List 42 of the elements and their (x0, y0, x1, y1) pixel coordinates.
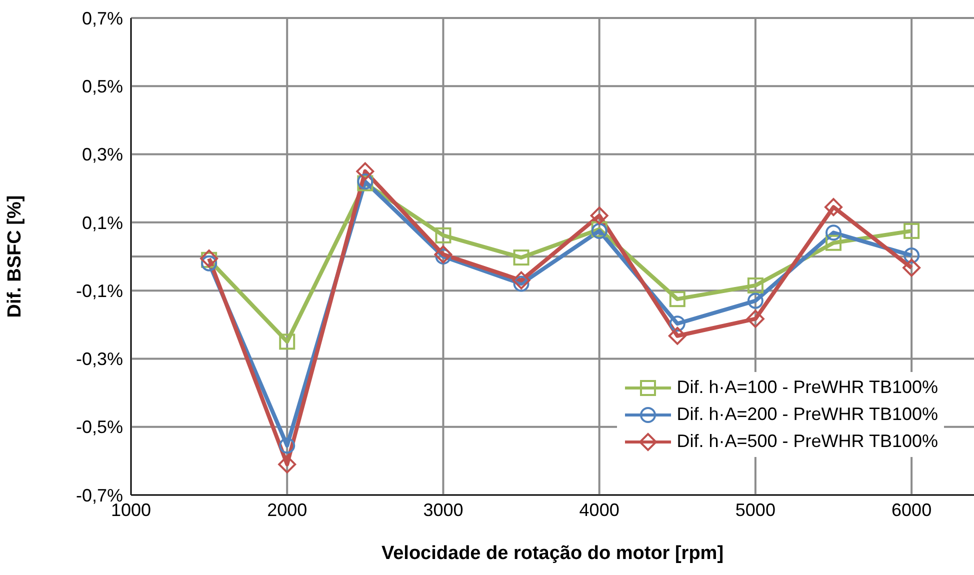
point (435, 248, 452, 264)
point (512, 271, 530, 290)
point (669, 316, 686, 332)
point (590, 206, 608, 225)
x-tick-label: 4000 (579, 500, 620, 520)
legend-label: Dif. h·A=500 - PreWHR TB100% (676, 431, 938, 452)
point (279, 334, 296, 350)
y-tick-label: -0,7% (76, 485, 123, 506)
y-tick-label: 0,1% (82, 212, 123, 233)
point (668, 326, 686, 345)
y-tick-label: -0,3% (76, 349, 123, 370)
point (435, 227, 452, 244)
y-tick-label: 0,5% (82, 76, 123, 97)
y-tick-label: 0,7% (82, 8, 123, 28)
legend-label: Dif. h·A=100 - PreWHR TB100% (676, 377, 938, 398)
x-tick-label: 2000 (267, 500, 308, 520)
point (356, 162, 374, 180)
x-tick-label: 6000 (892, 500, 932, 520)
point (746, 310, 764, 328)
point (904, 222, 920, 239)
point (826, 224, 842, 241)
point (826, 234, 842, 251)
point (513, 276, 530, 292)
point (902, 258, 921, 277)
point (201, 255, 218, 272)
point (747, 277, 764, 294)
point (669, 291, 686, 308)
y-tick-label: 0,3% (82, 144, 123, 165)
x-tick-label: 5000 (735, 500, 776, 520)
point (747, 292, 764, 309)
point (279, 438, 296, 454)
y-tick-label: -0,5% (76, 417, 123, 438)
x-tick-label: 3000 (423, 500, 464, 520)
y-axis-title: Dif. BSFC [%] (4, 195, 26, 318)
legend-label: Dif. h·A=200 - PreWHR TB100% (676, 404, 938, 425)
y-tick-label: -0,1% (76, 280, 123, 301)
point (434, 245, 452, 264)
point (904, 247, 920, 264)
point (278, 455, 296, 474)
point (513, 250, 530, 266)
point (824, 198, 842, 216)
x-axis-title: Velocidade de rotação do motor [rpm] (381, 543, 724, 564)
